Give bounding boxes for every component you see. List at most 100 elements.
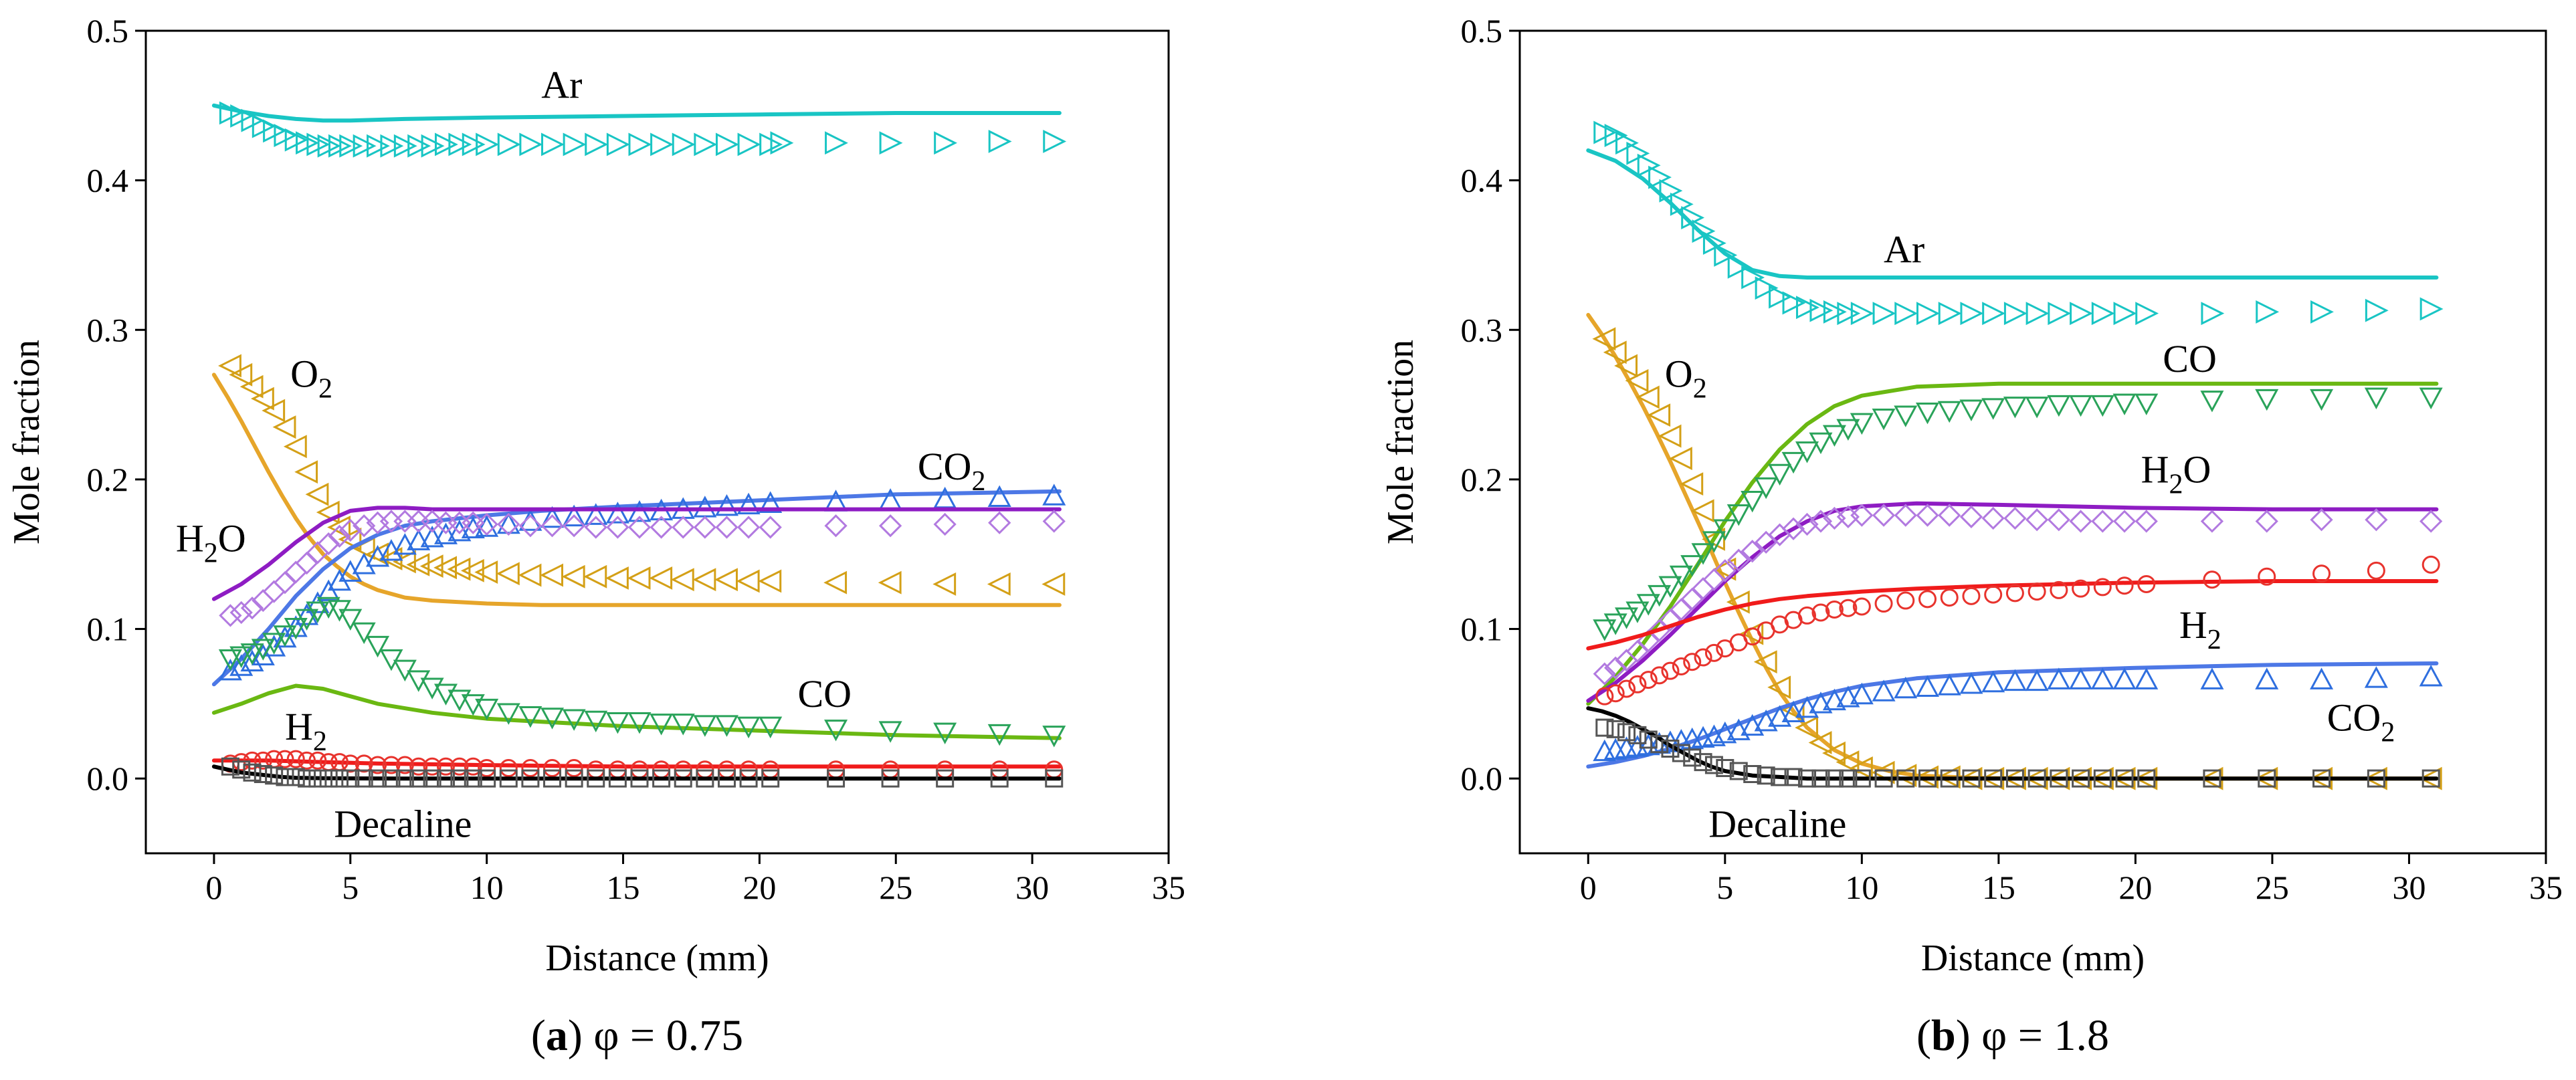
- exp-point-ar: [2091, 302, 2115, 326]
- exp-point-decaline: [478, 769, 496, 788]
- exp-point-co: [1894, 405, 1918, 427]
- exp-point-h2: [2050, 580, 2068, 599]
- exp-point-decaline: [2312, 769, 2331, 788]
- exp-point-co: [218, 649, 242, 671]
- exp-point-h2o: [2047, 508, 2070, 532]
- exp-point-decaline: [2072, 769, 2090, 788]
- exp-point-co: [448, 689, 472, 712]
- exp-point-ar: [1043, 130, 1067, 153]
- exp-point-h2: [565, 759, 583, 778]
- exp-point-ar: [2070, 302, 2093, 326]
- exp-point-decaline: [2093, 769, 2112, 788]
- exp-point-decaline: [2367, 769, 2385, 788]
- exp-point-h2o: [420, 510, 444, 533]
- exp-point-h2: [2093, 578, 2112, 597]
- exp-point-o2: [239, 374, 264, 399]
- exp-point-decaline: [1716, 759, 1735, 778]
- exp-point-o2: [823, 570, 848, 595]
- exp-point-o2: [272, 415, 296, 439]
- exp-point-h2o: [672, 516, 695, 539]
- exp-point-co: [584, 710, 608, 733]
- y-tick-label: 0.4: [87, 162, 129, 199]
- exp-point-ar: [421, 134, 445, 158]
- exp-point-ar: [2419, 297, 2444, 321]
- label-co2: CO2: [2327, 696, 2395, 748]
- exp-point-co: [251, 639, 275, 661]
- model-line-h2o: [211, 506, 1062, 601]
- exp-point-o2: [1767, 675, 1791, 699]
- model-line-decaline: [211, 764, 1062, 781]
- model-line-ar: [211, 103, 1062, 123]
- exp-point-h2o: [563, 514, 586, 538]
- exp-point-co2: [2090, 667, 2114, 689]
- exp-point-co: [1981, 398, 2005, 420]
- exp-point-co2: [2200, 667, 2224, 689]
- exp-point-decaline: [2137, 769, 2156, 788]
- exp-point-co2: [987, 485, 1011, 507]
- exp-point-decaline: [1757, 766, 1775, 785]
- exp-point-ar: [339, 134, 363, 158]
- x-tick-label: 25: [2256, 869, 2289, 906]
- exp-point-co: [1836, 419, 1860, 441]
- exp-point-co: [1658, 576, 1682, 598]
- series-co: CO: [211, 597, 1066, 748]
- exp-point-decaline: [717, 769, 736, 788]
- exp-point-co2: [1768, 705, 1792, 727]
- exp-point-co: [1593, 619, 1617, 641]
- panel-caption: (b) φ = 1.8: [1916, 1011, 2109, 1060]
- exp-point-h2: [1628, 675, 1647, 693]
- exp-point-o2: [294, 460, 318, 484]
- exp-point-h2o: [1727, 548, 1751, 572]
- exp-point-co: [1680, 555, 1704, 577]
- exp-point-co: [671, 714, 695, 736]
- exp-point-co: [1754, 477, 1778, 500]
- exp-point-h2o: [2069, 510, 2092, 533]
- exp-point-h2: [409, 757, 428, 776]
- exp-point-decaline: [1694, 753, 1712, 772]
- exp-point-h2: [1694, 648, 1712, 667]
- exp-point-h2: [437, 757, 456, 776]
- exp-point-h2o: [497, 512, 520, 536]
- exp-point-o2: [1822, 741, 1846, 765]
- exp-point-h2: [2027, 582, 2046, 601]
- exp-point-h2o: [2365, 508, 2388, 532]
- series-ar: Ar: [211, 64, 1067, 158]
- exp-point-o2: [1808, 731, 1832, 754]
- exp-point-co2: [1836, 685, 1860, 708]
- series-o2: O2: [211, 352, 1066, 607]
- exp-point-o2: [758, 569, 782, 593]
- exp-point-ar: [448, 132, 472, 156]
- exp-point-h2o: [627, 516, 652, 539]
- exp-point-o2: [1636, 385, 1660, 409]
- exp-point-co2: [1959, 672, 1983, 694]
- x-axis-title: Distance (mm): [1921, 938, 2145, 979]
- exp-point-h2: [2072, 579, 2090, 598]
- exp-point-h2: [382, 756, 401, 774]
- exp-point-co: [295, 609, 319, 631]
- exp-point-decaline: [1729, 762, 1748, 780]
- exp-point-co: [1781, 451, 1805, 474]
- exp-point-h2o: [1872, 504, 1896, 527]
- exp-point-o2: [419, 554, 443, 578]
- exp-point-co2: [736, 492, 761, 515]
- exp-point-co: [306, 601, 330, 623]
- exp-point-h2: [2367, 561, 2385, 580]
- exp-point-decaline: [1962, 769, 1981, 788]
- exp-point-co2: [1795, 695, 1819, 718]
- exp-point-ar: [1809, 298, 1834, 322]
- y-axis-title: Mole fraction: [1380, 340, 1421, 544]
- exp-point-o2: [474, 560, 498, 584]
- exp-point-decaline: [587, 769, 605, 788]
- exp-point-co: [693, 715, 717, 737]
- exp-point-ar: [2310, 300, 2334, 324]
- exp-point-h2: [369, 756, 387, 774]
- exp-point-decaline: [221, 757, 239, 776]
- exp-point-decaline: [565, 769, 583, 788]
- exp-point-ar: [1837, 302, 1861, 326]
- y-tick-label: 0.2: [87, 461, 129, 498]
- exp-point-o2: [496, 562, 520, 586]
- exp-point-decaline: [674, 769, 692, 788]
- exp-point-co: [2419, 387, 2443, 410]
- exp-point-co: [379, 649, 403, 671]
